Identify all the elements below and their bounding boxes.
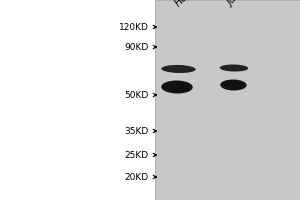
Text: 90KD: 90KD — [124, 43, 148, 51]
Text: 50KD: 50KD — [124, 90, 148, 99]
Text: 20KD: 20KD — [124, 172, 148, 182]
Text: Jurkat: Jurkat — [225, 0, 253, 8]
Ellipse shape — [220, 79, 247, 91]
Ellipse shape — [220, 64, 248, 72]
Text: Hela: Hela — [173, 0, 196, 8]
Text: 25KD: 25KD — [124, 150, 148, 160]
Ellipse shape — [161, 80, 193, 94]
Text: 120KD: 120KD — [118, 22, 148, 31]
Text: 35KD: 35KD — [124, 127, 148, 136]
Ellipse shape — [161, 65, 196, 73]
Bar — [154, 0, 300, 200]
